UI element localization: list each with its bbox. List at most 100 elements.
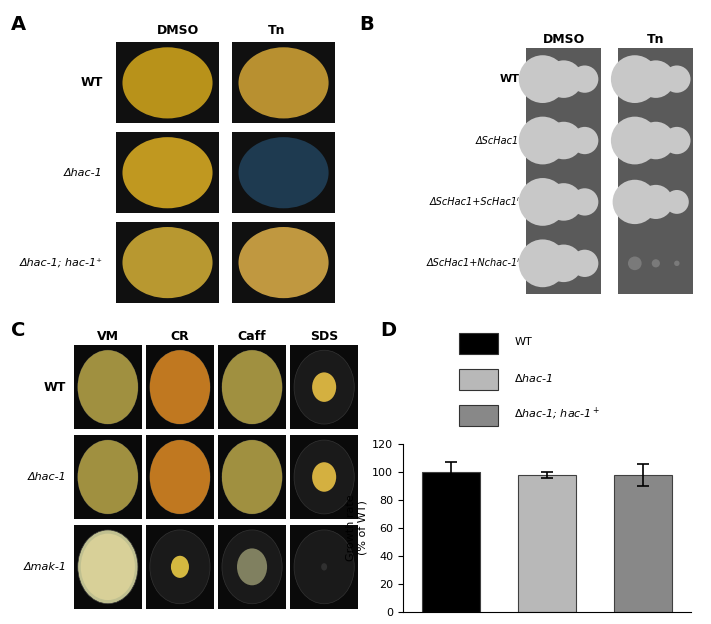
Ellipse shape [571,250,599,277]
Ellipse shape [545,122,582,159]
FancyBboxPatch shape [146,345,214,429]
Text: D: D [380,321,396,340]
Text: VM: VM [97,330,119,343]
Text: Tn: Tn [268,24,286,37]
Ellipse shape [222,350,282,424]
Text: Δhac-1: Δhac-1 [64,168,102,178]
FancyBboxPatch shape [218,435,287,519]
FancyBboxPatch shape [218,345,287,429]
Ellipse shape [312,462,336,492]
Ellipse shape [628,256,641,270]
FancyBboxPatch shape [526,49,602,294]
FancyBboxPatch shape [74,345,142,429]
Ellipse shape [571,188,599,215]
Text: $\Delta$hac-1: $\Delta$hac-1 [514,372,553,384]
Text: Δmak-1: Δmak-1 [23,562,66,572]
Ellipse shape [652,259,660,268]
Ellipse shape [150,440,210,514]
Ellipse shape [77,440,138,514]
Ellipse shape [122,137,213,208]
Ellipse shape [613,180,657,224]
FancyBboxPatch shape [619,49,693,294]
Text: C: C [11,321,25,340]
Text: SDS: SDS [310,330,338,343]
Text: $\Delta$hac-1; hac-1$^+$: $\Delta$hac-1; hac-1$^+$ [514,406,601,422]
Ellipse shape [237,548,267,585]
Ellipse shape [238,47,328,119]
FancyBboxPatch shape [459,333,498,354]
Ellipse shape [81,534,135,600]
Text: B: B [359,16,374,34]
Ellipse shape [122,47,213,119]
Ellipse shape [222,350,282,424]
Ellipse shape [674,261,680,266]
Text: DMSO: DMSO [542,34,585,46]
Ellipse shape [312,373,336,402]
FancyBboxPatch shape [290,435,358,519]
Text: WT: WT [44,381,66,394]
Ellipse shape [665,190,689,214]
Ellipse shape [545,61,582,98]
FancyBboxPatch shape [232,132,335,213]
FancyBboxPatch shape [290,345,358,429]
Ellipse shape [77,350,138,424]
FancyBboxPatch shape [459,405,498,426]
Ellipse shape [222,530,282,604]
Text: Δhac-1; hac-1⁺: Δhac-1; hac-1⁺ [20,258,102,268]
FancyBboxPatch shape [74,435,142,519]
FancyBboxPatch shape [117,132,219,213]
FancyBboxPatch shape [74,525,142,609]
Text: Tn: Tn [647,34,665,46]
Text: ΔScHac1+Nchac-1ⁱ: ΔScHac1+Nchac-1ⁱ [427,258,519,268]
Text: WT: WT [514,337,532,347]
Ellipse shape [637,122,675,159]
Ellipse shape [519,117,567,164]
Ellipse shape [663,127,690,154]
Text: WT: WT [499,74,519,84]
Text: CR: CR [171,330,189,343]
Ellipse shape [150,440,210,514]
Ellipse shape [571,66,599,93]
Ellipse shape [77,440,138,514]
Ellipse shape [171,556,189,578]
Ellipse shape [238,137,328,208]
Ellipse shape [238,227,328,298]
Ellipse shape [611,56,658,103]
Ellipse shape [545,183,582,221]
Ellipse shape [150,350,210,424]
Ellipse shape [150,350,210,424]
Text: A: A [11,16,26,34]
Ellipse shape [122,227,213,298]
Ellipse shape [294,440,354,514]
Ellipse shape [611,117,658,164]
Ellipse shape [222,440,282,514]
Ellipse shape [637,61,675,98]
Ellipse shape [222,440,282,514]
Ellipse shape [519,56,567,103]
Text: ΔScHac1+ScHac1ⁱ: ΔScHac1+ScHac1ⁱ [429,197,519,207]
FancyBboxPatch shape [117,222,219,303]
Text: Caff: Caff [237,330,267,343]
FancyBboxPatch shape [232,42,335,124]
FancyBboxPatch shape [146,435,214,519]
Text: ΔScHac1: ΔScHac1 [476,135,519,145]
FancyBboxPatch shape [290,525,358,609]
FancyBboxPatch shape [218,525,287,609]
Text: WT: WT [80,76,102,89]
Ellipse shape [519,178,567,226]
Ellipse shape [638,185,673,219]
Ellipse shape [571,127,599,154]
FancyBboxPatch shape [146,525,214,609]
Ellipse shape [545,245,582,282]
Text: DMSO: DMSO [156,24,199,37]
Ellipse shape [77,350,138,424]
Ellipse shape [294,350,354,424]
Ellipse shape [150,530,210,604]
Ellipse shape [519,240,567,287]
FancyBboxPatch shape [459,369,498,390]
Ellipse shape [294,530,354,604]
Text: Δhac-1: Δhac-1 [28,472,66,482]
FancyBboxPatch shape [117,42,219,124]
FancyBboxPatch shape [232,222,335,303]
Ellipse shape [77,530,138,604]
